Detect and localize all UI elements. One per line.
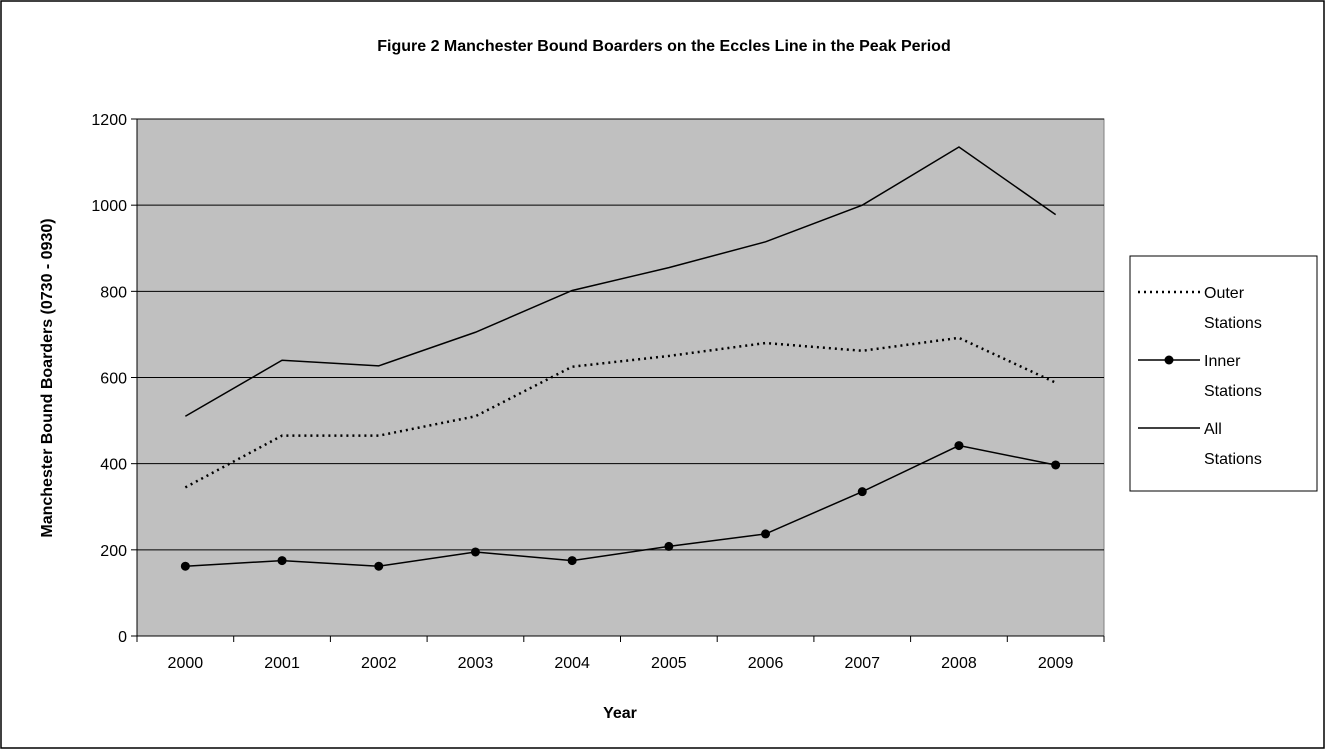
data-point-inner-stations [664,541,674,551]
data-point-inner-stations [1051,460,1061,470]
x-tick-label: 2008 [941,655,977,672]
x-tick-label: 2004 [554,655,590,672]
data-point-inner-stations [761,529,771,539]
data-point-inner-stations [857,487,867,497]
y-axis-title: Manchester Bound Boarders (0730 - 0930) [39,218,56,537]
x-tick-label: 2003 [458,655,494,672]
y-tick-label: 600 [100,371,127,388]
legend-label-all-stations: All Stations [1204,421,1262,468]
legend-marker-inner-stations [1164,355,1174,365]
x-tick-label: 2002 [361,655,397,672]
y-tick-label: 400 [100,457,127,474]
legend-box [1129,255,1318,492]
data-point-inner-stations [180,561,190,571]
x-tick-label: 2000 [168,655,204,672]
legend: Outer Stations Inner Stations All Stations [1129,255,1318,492]
legend-label-outer-stations: Outer Stations [1204,285,1262,332]
axes [131,118,1105,642]
data-point-inner-stations [567,556,577,566]
y-tick-label: 1000 [91,198,127,215]
data-point-inner-stations [954,441,964,451]
data-point-inner-stations [470,547,480,557]
y-tick-label: 800 [100,284,127,301]
data-point-inner-stations [277,556,287,566]
chart-title: Figure 2 Manchester Bound Boarders on th… [377,38,950,55]
x-tick-label: 2007 [844,655,880,672]
y-tick-label: 0 [118,629,127,646]
x-tick-label: 2009 [1038,655,1074,672]
x-tick-label: 2005 [651,655,687,672]
x-tick-label: 2006 [748,655,784,672]
series-line-all-stations [184,146,1057,417]
x-tick-label: 2001 [264,655,300,672]
data-point-inner-stations [374,561,384,571]
series-line-outer-stations [184,336,1057,489]
x-tick-labels: 2000 2001 2002 2003 2004 2005 2006 2007 2008 2009 [168,655,1074,672]
y-tick-label: 1200 [91,112,127,129]
y-tick-label: 200 [100,543,127,560]
legend-label-inner-stations: Inner Stations [1204,353,1262,400]
series-layer [180,146,1061,571]
series-line-inner-stations [185,444,1056,567]
x-axis-title: Year [603,705,637,722]
y-tick-labels: 0 200 400 600 800 1000 1200 [91,112,127,646]
gridlines [137,118,1104,551]
